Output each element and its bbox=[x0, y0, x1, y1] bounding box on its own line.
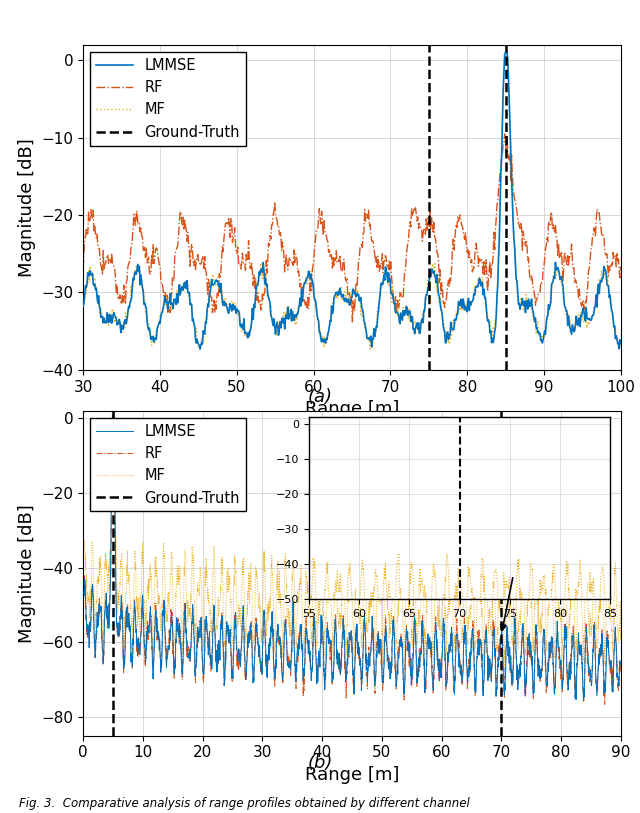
RF bbox=[565, 252, 573, 262]
LMMSE bbox=[250, 299, 258, 309]
RF bbox=[109, 410, 116, 420]
RF bbox=[601, 699, 609, 709]
RF bbox=[250, 280, 257, 290]
Text: Fig. 3.  Comparative analysis of range profiles obtained by different channel: Fig. 3. Comparative analysis of range pr… bbox=[19, 797, 470, 810]
MF bbox=[617, 613, 625, 623]
LMMSE bbox=[232, 302, 239, 312]
RF bbox=[501, 129, 509, 139]
Line: MF: MF bbox=[83, 53, 621, 349]
RF bbox=[79, 263, 87, 273]
MF bbox=[250, 311, 257, 321]
RF bbox=[617, 262, 625, 272]
MF bbox=[366, 344, 374, 354]
Ground-Truth bbox=[425, 55, 433, 65]
MF bbox=[281, 559, 289, 569]
RF bbox=[211, 307, 218, 317]
MF bbox=[499, 120, 506, 129]
Y-axis label: Magnitude [dB]: Magnitude [dB] bbox=[18, 138, 36, 276]
RF bbox=[80, 591, 88, 601]
MF bbox=[79, 305, 87, 315]
MF bbox=[565, 320, 573, 330]
LMMSE bbox=[212, 276, 220, 285]
X-axis label: Range [m]: Range [m] bbox=[305, 766, 399, 784]
MF bbox=[447, 590, 454, 600]
Line: MF: MF bbox=[84, 415, 621, 667]
MF bbox=[195, 587, 203, 597]
RF bbox=[617, 657, 625, 667]
RF bbox=[111, 495, 118, 505]
Ground-Truth bbox=[425, 48, 433, 58]
Legend: LMMSE, RF, MF, Ground-Truth: LMMSE, RF, MF, Ground-Truth bbox=[90, 418, 246, 511]
LMMSE bbox=[433, 270, 441, 280]
MF bbox=[500, 663, 508, 672]
X-axis label: Range [m]: Range [m] bbox=[305, 400, 399, 418]
Y-axis label: Magnitude [dB]: Magnitude [dB] bbox=[18, 504, 36, 642]
Line: RF: RF bbox=[84, 415, 621, 704]
RF bbox=[433, 248, 441, 258]
Legend: LMMSE, RF, MF, Ground-Truth: LMMSE, RF, MF, Ground-Truth bbox=[90, 52, 246, 146]
LMMSE bbox=[617, 337, 625, 347]
LMMSE bbox=[195, 626, 203, 636]
RF bbox=[349, 317, 356, 327]
MF bbox=[108, 410, 116, 420]
MF bbox=[300, 638, 307, 648]
Ground-Truth bbox=[109, 413, 117, 423]
LMMSE bbox=[196, 344, 204, 354]
MF bbox=[80, 550, 88, 559]
RF bbox=[300, 692, 307, 702]
LMMSE bbox=[300, 676, 307, 685]
LMMSE bbox=[565, 320, 573, 330]
LMMSE bbox=[79, 301, 87, 311]
MF bbox=[502, 48, 510, 58]
Line: RF: RF bbox=[83, 134, 621, 322]
RF bbox=[231, 223, 239, 233]
Text: (a): (a) bbox=[307, 388, 333, 406]
LMMSE bbox=[302, 624, 310, 634]
LMMSE bbox=[447, 633, 454, 642]
RF bbox=[195, 629, 203, 639]
RF bbox=[499, 149, 506, 159]
LMMSE bbox=[617, 659, 625, 669]
LMMSE bbox=[281, 618, 289, 628]
Ground-Truth bbox=[109, 410, 117, 420]
RF bbox=[281, 618, 289, 628]
Text: (b): (b) bbox=[307, 754, 333, 772]
Line: LMMSE: LMMSE bbox=[83, 53, 621, 349]
MF bbox=[302, 565, 310, 575]
LMMSE bbox=[499, 118, 506, 128]
MF bbox=[231, 302, 239, 311]
Line: LMMSE: LMMSE bbox=[84, 415, 621, 701]
MF bbox=[433, 287, 441, 297]
LMMSE bbox=[111, 490, 118, 500]
RF bbox=[302, 620, 310, 630]
LMMSE bbox=[580, 696, 588, 706]
LMMSE bbox=[502, 48, 509, 58]
MF bbox=[211, 279, 218, 289]
MF bbox=[617, 340, 625, 350]
MF bbox=[111, 434, 118, 444]
RF bbox=[447, 636, 454, 646]
LMMSE bbox=[80, 588, 88, 598]
LMMSE bbox=[109, 410, 116, 420]
